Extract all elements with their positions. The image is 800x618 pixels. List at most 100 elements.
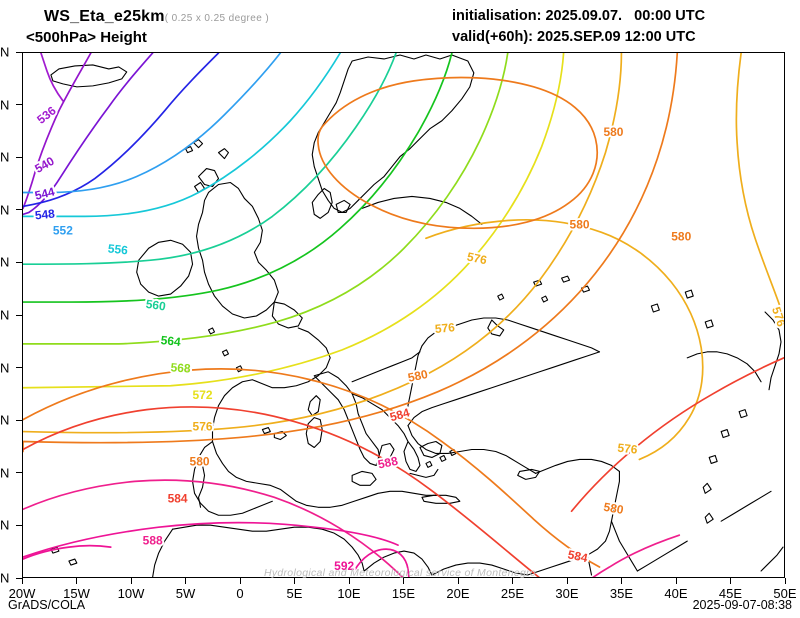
contour-label: 576 bbox=[466, 249, 489, 267]
y-tick-label: N bbox=[0, 307, 10, 323]
x-tick-label: 10W bbox=[117, 586, 145, 601]
x-tick bbox=[130, 578, 132, 584]
x-tick-label: 15W bbox=[63, 586, 90, 601]
x-tick bbox=[294, 578, 295, 584]
contour-label-halo: 580 bbox=[190, 455, 210, 469]
level-field-title: <500hPa> Height bbox=[26, 29, 147, 46]
x-tick-label: 50E bbox=[773, 586, 797, 601]
contour-label: 584 bbox=[168, 491, 188, 505]
contour-label-halo: 548 bbox=[34, 207, 56, 223]
y-tick bbox=[16, 472, 22, 474]
contour-label: 576 bbox=[617, 441, 639, 457]
contour-label-halo: 556 bbox=[107, 241, 129, 257]
contour-label-halo: 584 bbox=[566, 547, 589, 565]
contour-label-halo: 580 bbox=[603, 125, 623, 139]
model-title: WS_Eta_e25km( 0.25 x 0.25 degree ) bbox=[44, 8, 269, 26]
contour-label: 580 bbox=[603, 125, 623, 139]
contour-556 bbox=[23, 53, 342, 218]
contour-plot: 5365365405405445445485485525525565565605… bbox=[23, 53, 784, 577]
contour-label: 548 bbox=[34, 207, 56, 223]
contour-580 bbox=[23, 53, 679, 453]
contour-576-far-east bbox=[735, 53, 784, 319]
contour-label-halo: 580 bbox=[407, 367, 430, 385]
x-tick bbox=[239, 578, 241, 584]
x-tick bbox=[675, 578, 677, 584]
contour-label-halo: 580 bbox=[603, 500, 625, 517]
map-frame: 536 536 540 540 544 544 548 548 552 552 556 556 560 5… bbox=[22, 52, 785, 578]
contour-label: 576 bbox=[193, 420, 213, 434]
contour-label: 580 bbox=[570, 218, 590, 232]
x-tick bbox=[730, 578, 731, 584]
contour-label: 568 bbox=[170, 360, 191, 375]
x-tick bbox=[21, 578, 23, 584]
y-tick-label: N bbox=[0, 465, 10, 481]
y-tick-label: N bbox=[0, 202, 10, 218]
contour-544 bbox=[23, 53, 154, 216]
contour-label: 588 bbox=[377, 454, 400, 472]
contour-label-halo: 552 bbox=[53, 223, 73, 237]
contour-label: 580 bbox=[407, 367, 430, 385]
valid-time: valid(+60h): 2025.SEP.09 12:00 UTC bbox=[452, 29, 696, 45]
contour-label: 536 bbox=[34, 103, 59, 127]
y-tick-label: N bbox=[0, 149, 10, 165]
model-resolution: ( 0.25 x 0.25 degree ) bbox=[164, 13, 270, 24]
contour-label-halo: 588 bbox=[143, 533, 163, 547]
contour-592 bbox=[23, 544, 112, 560]
x-tick-label: 20W bbox=[8, 586, 36, 601]
contour-label-halo: 576 bbox=[466, 249, 489, 267]
contour-label-halo: 592 bbox=[334, 559, 354, 573]
y-tick bbox=[16, 156, 22, 158]
x-tick-label: 45E bbox=[718, 586, 743, 601]
contour-label-halo: 576 bbox=[434, 320, 455, 336]
contour-584 bbox=[23, 406, 540, 577]
contour-540 bbox=[23, 53, 92, 210]
x-tick-label: 30E bbox=[555, 586, 579, 601]
x-tick bbox=[348, 578, 350, 584]
y-tick-label: N bbox=[0, 97, 10, 113]
contour-576-east bbox=[425, 219, 704, 461]
y-tick bbox=[16, 209, 22, 211]
y-tick-label: N bbox=[0, 517, 10, 533]
contour-label: 576 bbox=[434, 320, 455, 336]
x-tick bbox=[784, 578, 786, 584]
y-tick-label: N bbox=[0, 570, 10, 586]
contour-label-halo: 564 bbox=[160, 333, 182, 349]
x-tick bbox=[457, 578, 459, 584]
x-tick bbox=[76, 578, 77, 584]
x-tick bbox=[566, 578, 568, 584]
contour-588-east bbox=[592, 534, 681, 577]
contour-label-halo: 580 bbox=[570, 218, 590, 232]
x-tick-label: 5E bbox=[286, 586, 303, 601]
y-tick bbox=[16, 51, 22, 53]
contour-label-halo: 560 bbox=[145, 297, 167, 314]
y-tick bbox=[16, 419, 22, 421]
contour-label: 564 bbox=[160, 333, 182, 349]
contour-line-layer bbox=[23, 53, 784, 577]
y-tick bbox=[16, 524, 22, 526]
contour-label-halo: 580 bbox=[671, 229, 691, 243]
y-tick-label: N bbox=[0, 254, 10, 270]
contour-592-south bbox=[23, 521, 399, 558]
contour-label-halo: 568 bbox=[170, 360, 191, 375]
contour-label: 576 bbox=[769, 305, 784, 329]
y-tick-label: N bbox=[0, 44, 10, 60]
x-tick-label: 10E bbox=[337, 586, 361, 601]
contour-580-closed bbox=[317, 76, 599, 230]
contour-label-halo: 588 bbox=[377, 454, 400, 472]
footer-credit: GrADS/COLA bbox=[8, 598, 86, 612]
contour-576 bbox=[23, 53, 623, 434]
initialisation-time: initialisation: 2025.09.07. 00:00 UTC bbox=[452, 8, 706, 24]
contour-536 bbox=[40, 53, 64, 102]
model-name: WS_Eta_e25km bbox=[44, 8, 165, 25]
y-tick-label: N bbox=[0, 412, 10, 428]
contour-552 bbox=[23, 53, 282, 194]
contour-label: 540 bbox=[32, 154, 57, 176]
contour-548 bbox=[23, 53, 220, 208]
x-tick-label: 5W bbox=[175, 586, 196, 601]
contour-label: 592 bbox=[334, 559, 354, 573]
contour-label: 584 bbox=[566, 547, 589, 565]
y-tick bbox=[16, 261, 22, 263]
y-tick bbox=[16, 577, 22, 579]
y-tick bbox=[16, 104, 22, 106]
